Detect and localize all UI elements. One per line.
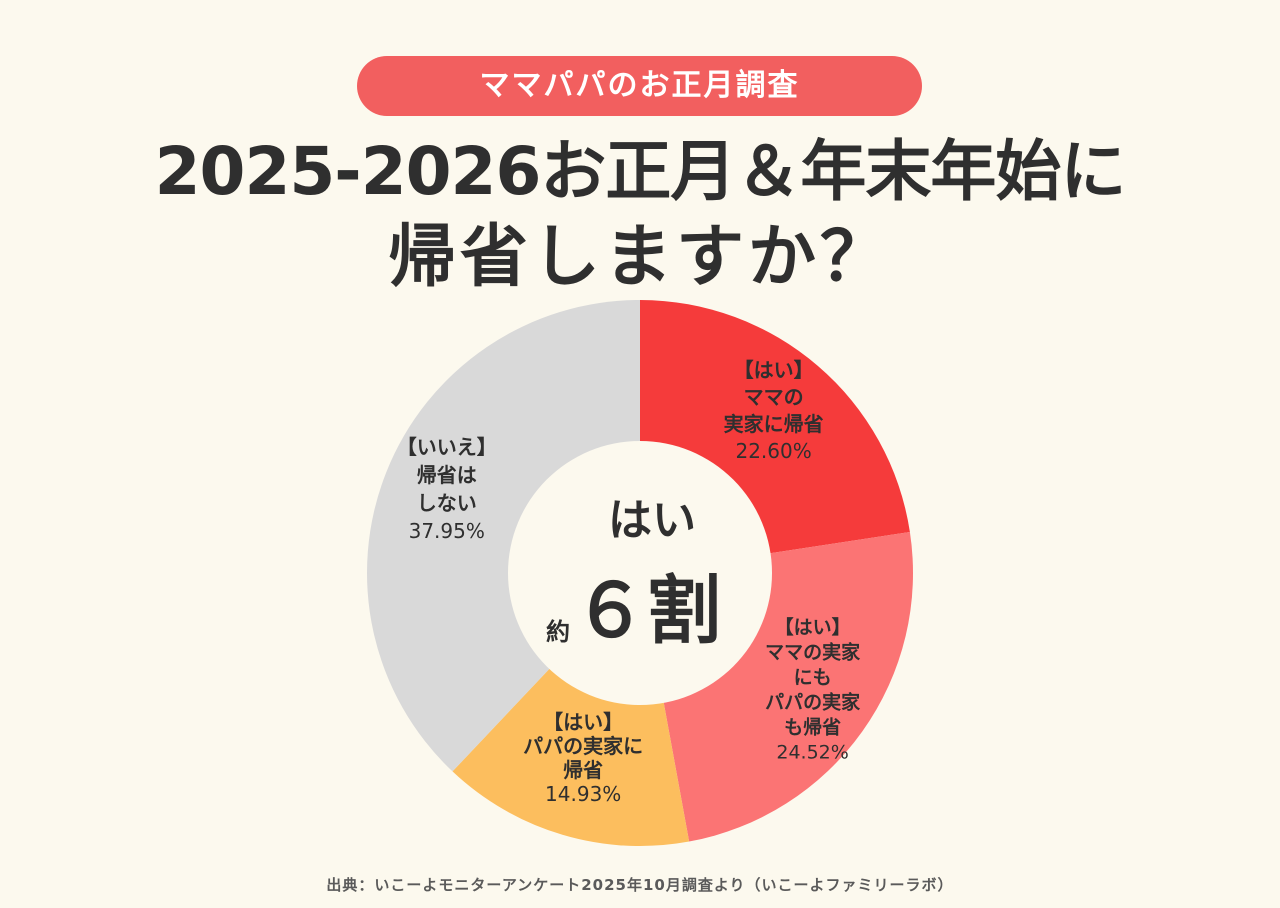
source-note: 出典：いこーよモニターアンケート2025年10月調査より（いこーよファミリーラボ… [326, 876, 954, 894]
slice-value-label: 14.93% [545, 782, 621, 806]
slice-label-line: しない [417, 491, 477, 515]
slice-label-line: ママの実家 [765, 641, 861, 664]
slice-value-label: 22.60% [735, 439, 811, 463]
slice-value-label: 24.52% [776, 742, 848, 764]
slice-label-line: パパの実家 [765, 691, 861, 714]
center-label-yes: はい [608, 495, 696, 546]
slice-label-line: 帰省は [417, 463, 477, 487]
slice-label-1: 【はい】ママの実家に帰省 22.60% [724, 358, 824, 463]
slice-label-line: 帰省 [563, 758, 603, 782]
survey-badge: ママパパのお正月調査 [357, 56, 922, 116]
donut-slice-4 [367, 300, 640, 772]
slice-label-line: 【いいえ】 [397, 435, 497, 459]
chart-title-line-2: 帰省しますか？ [387, 218, 892, 297]
slice-label-line: 実家に帰省 [724, 412, 824, 436]
center-label-ratio: ６割 [573, 568, 721, 654]
slice-label-2: 【はい】ママの実家にもパパの実家も帰省 24.52% [765, 616, 861, 764]
slice-label-line: ママの [744, 385, 804, 409]
slice-label-3: 【はい】パパの実家に帰省 14.93% [523, 710, 643, 806]
slice-label-line: 【はい】 [775, 616, 851, 639]
slice-label-line: も帰省 [784, 717, 841, 739]
center-label-approx: 約 [546, 618, 570, 646]
chart-title-line-1: 2025-2026お正月＆年末年始に [154, 133, 1127, 210]
slice-label-line: パパの実家に [523, 734, 643, 758]
slice-label-line: にも [794, 667, 832, 689]
donut-hole [508, 441, 772, 705]
slice-label-4: 【いいえ】帰省はしない 37.95% [397, 435, 497, 543]
slice-value-label: 37.95% [409, 519, 485, 543]
slice-label-line: 【はい】 [543, 710, 623, 734]
slice-label-line: 【はい】 [734, 358, 814, 382]
